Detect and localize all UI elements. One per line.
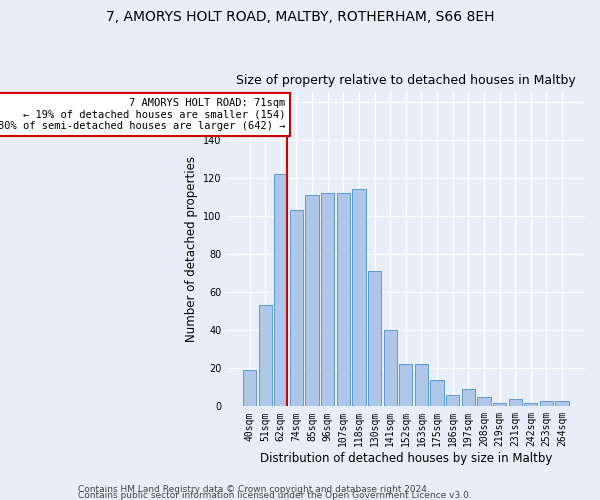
Text: Contains HM Land Registry data © Crown copyright and database right 2024.: Contains HM Land Registry data © Crown c… xyxy=(78,484,430,494)
Bar xyxy=(321,193,334,406)
Bar xyxy=(383,330,397,406)
X-axis label: Distribution of detached houses by size in Maltby: Distribution of detached houses by size … xyxy=(260,452,552,465)
Bar xyxy=(509,398,522,406)
Bar xyxy=(556,400,569,406)
Bar xyxy=(290,210,303,406)
Text: Contains public sector information licensed under the Open Government Licence v3: Contains public sector information licen… xyxy=(78,491,472,500)
Text: 7, AMORYS HOLT ROAD, MALTBY, ROTHERHAM, S66 8EH: 7, AMORYS HOLT ROAD, MALTBY, ROTHERHAM, … xyxy=(106,10,494,24)
Bar xyxy=(430,380,444,406)
Bar xyxy=(352,190,365,406)
Bar xyxy=(477,397,491,406)
Y-axis label: Number of detached properties: Number of detached properties xyxy=(185,156,198,342)
Bar xyxy=(243,370,256,406)
Bar xyxy=(259,306,272,406)
Bar xyxy=(415,364,428,406)
Bar xyxy=(337,193,350,406)
Bar xyxy=(368,271,381,406)
Title: Size of property relative to detached houses in Maltby: Size of property relative to detached ho… xyxy=(236,74,575,87)
Bar xyxy=(399,364,412,406)
Bar xyxy=(540,400,553,406)
Bar xyxy=(305,195,319,406)
Text: 7 AMORYS HOLT ROAD: 71sqm
← 19% of detached houses are smaller (154)
80% of semi: 7 AMORYS HOLT ROAD: 71sqm ← 19% of detac… xyxy=(0,98,285,131)
Bar xyxy=(274,174,287,406)
Bar xyxy=(461,389,475,406)
Bar xyxy=(524,402,538,406)
Bar xyxy=(493,402,506,406)
Bar xyxy=(446,395,460,406)
